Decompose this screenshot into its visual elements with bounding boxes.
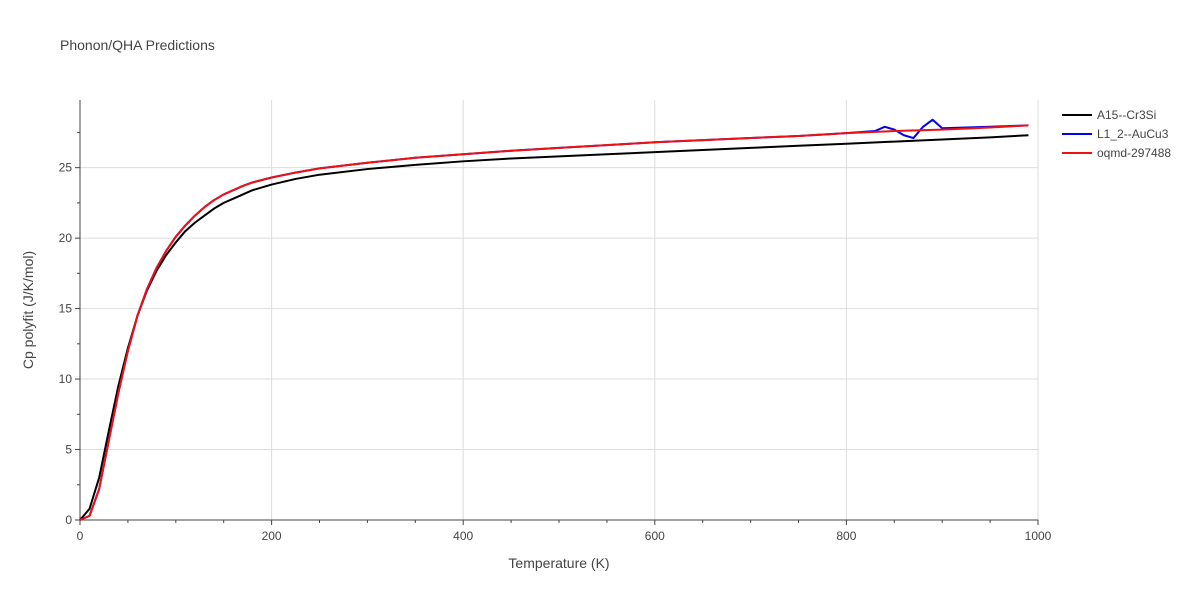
x-tick-label: 0 (77, 529, 84, 543)
y-tick-label: 0 (65, 513, 72, 527)
series-line-0 (79, 134, 1029, 521)
y-tick-label: 20 (59, 231, 73, 245)
legend-item-0[interactable]: A15--Cr3Si (1062, 108, 1156, 122)
legend-item-2[interactable]: oqmd-297488 (1062, 146, 1171, 160)
y-axis-label: Cp polyfit (J/K/mol) (20, 251, 36, 369)
legend-label: oqmd-297488 (1097, 146, 1171, 160)
x-tick-label: 200 (262, 529, 282, 543)
x-tick-label: 1000 (1025, 529, 1052, 543)
x-tick-labels: 0 200 400 600 800 1000 (77, 529, 1052, 543)
x-tick-label: 600 (645, 529, 665, 543)
chart-title: Phonon/QHA Predictions (60, 37, 215, 53)
series-line-1 (79, 118, 1029, 521)
y-tick-labels: 0 5 10 15 20 25 (59, 161, 73, 527)
legend-item-1[interactable]: L1_2--AuCu3 (1062, 127, 1169, 141)
legend-label: A15--Cr3Si (1097, 108, 1156, 122)
x-axis-label: Temperature (K) (508, 555, 609, 571)
series-line-2 (79, 124, 1029, 521)
legend[interactable]: A15--Cr3Si L1_2--AuCu3 oqmd-297488 (1062, 108, 1171, 160)
legend-label: L1_2--AuCu3 (1097, 127, 1169, 141)
axes (75, 100, 1039, 525)
x-tick-label: 400 (453, 529, 473, 543)
y-tick-label: 5 (65, 443, 72, 457)
y-tick-label: 25 (59, 161, 73, 175)
grid-lines (80, 100, 1039, 520)
y-tick-label: 15 (59, 302, 73, 316)
x-tick-label: 800 (836, 529, 856, 543)
y-tick-label: 10 (59, 372, 73, 386)
series-lines (79, 118, 1029, 521)
